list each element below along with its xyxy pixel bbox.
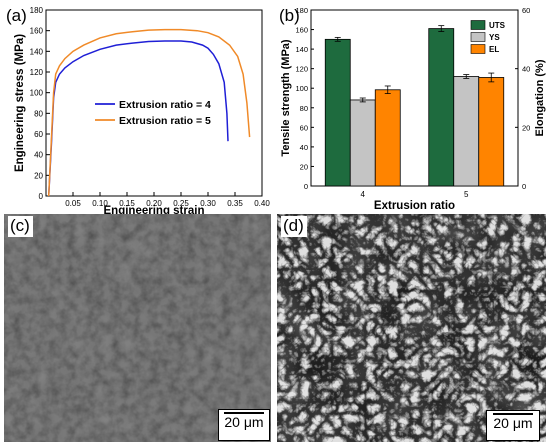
y-tick-label: 0 (39, 192, 44, 201)
y-tick-label: 140 (295, 45, 308, 54)
y-tick-label: 40 (34, 151, 43, 160)
y-tick-label: 140 (30, 47, 44, 56)
y-tick-label: 120 (30, 68, 44, 77)
legend-swatch-ys (470, 32, 486, 42)
scale-bar-label: 20 μm (224, 414, 264, 430)
y-right-tick-label: 0 (522, 182, 526, 191)
x-tick-label: 5 (464, 190, 469, 199)
sem-image-c: (c) 20 μm (4, 214, 271, 442)
y-tick-label: 100 (30, 89, 44, 98)
legend-swatch-el (470, 44, 486, 54)
scale-bar-line (224, 412, 264, 414)
legend-label-ys: YS (489, 33, 500, 42)
x-tick-label: 0.35 (227, 199, 243, 208)
scale-bar-line (493, 413, 533, 415)
y-right-tick-label: 20 (522, 123, 530, 132)
y-tick-label: 180 (30, 6, 44, 15)
y-tick-label: 180 (295, 6, 308, 15)
y-axis-title: Engineering stress (MPa) (14, 34, 26, 172)
x-tick-label: 0.20 (146, 199, 162, 208)
bar-ys-5 (453, 76, 480, 187)
y-tick-label: 40 (300, 143, 308, 152)
x-tick-label: 0.40 (254, 199, 270, 208)
x-tick-label: 0.05 (65, 199, 81, 208)
x-tick-label: 0.25 (173, 199, 189, 208)
y-tick-label: 60 (34, 130, 43, 139)
y-tick-label: 60 (300, 123, 308, 132)
scale-bar-c: 20 μm (218, 409, 270, 441)
y-tick-label: 160 (295, 26, 308, 35)
scale-bar-d: 20 μm (486, 410, 540, 441)
stress-strain-chart: 0 20 40 60 80 100 120 140 160 180 0.05 0.10 0.15 0.20… (14, 6, 270, 217)
y-right-tick-label: 60 (522, 6, 530, 15)
y-tick-label: 20 (300, 162, 308, 171)
x-axis-title: Extrusion ratio (374, 200, 455, 212)
y-tick-label: 0 (304, 182, 308, 191)
x-tick-label: 0.15 (119, 199, 135, 208)
series-line-1 (47, 40, 229, 197)
legend-label-2: Extrusion ratio = 5 (119, 115, 211, 127)
tensile-bar-chart: 0 20 40 60 80 100 120 140 160 180 0 20 40 60 4 5 Extrusi… (280, 6, 546, 212)
bar-ys-4 (349, 99, 376, 187)
series-line-2 (47, 28, 251, 197)
bar-el-5 (478, 77, 505, 187)
fracture-surface-texture-d (277, 214, 546, 442)
y-tick-label: 120 (295, 65, 308, 74)
y-right-tick-label: 40 (522, 65, 530, 74)
y-tick-label: 20 (34, 171, 43, 180)
scale-bar-label: 20 μm (493, 415, 533, 431)
legend-swatch-uts (470, 20, 486, 30)
y-tick-label: 80 (34, 109, 43, 118)
x-tick-label: 4 (361, 190, 366, 199)
bar-uts-5 (428, 28, 455, 187)
bar-el-4 (374, 89, 401, 187)
y-tick-label: 160 (30, 27, 44, 36)
panel-b-label: (b) (279, 6, 300, 25)
legend-label-uts: UTS (489, 21, 506, 30)
y-right-axis-title: Elongation (%) (534, 59, 546, 136)
fracture-surface-texture-c (4, 214, 271, 442)
panel-b: (b) 0 20 40 60 80 100 120 140 160 180 0 20 40 60 4 5 Ext… (275, 0, 550, 220)
legend-label-el: EL (489, 45, 499, 54)
sem-image-d: (d) 20 μm (277, 214, 546, 442)
panel-a: (a) 0 20 40 60 80 100 120 140 160 180 0.05 0.10 0.15… (0, 0, 275, 220)
y-tick-label: 80 (300, 104, 308, 113)
x-tick-label: 0.30 (200, 199, 216, 208)
plot-frame (310, 9, 519, 187)
panel-c-label: (c) (8, 216, 33, 237)
panel-a-label: (a) (6, 6, 27, 25)
legend-label-1: Extrusion ratio = 4 (119, 99, 211, 111)
x-tick-label: 0.10 (92, 199, 108, 208)
bar-uts-4 (324, 38, 351, 187)
panel-d-label: (d) (281, 216, 307, 237)
y-axis-title: Tensile strength (MPa) (280, 39, 292, 156)
y-tick-label: 100 (295, 84, 308, 93)
